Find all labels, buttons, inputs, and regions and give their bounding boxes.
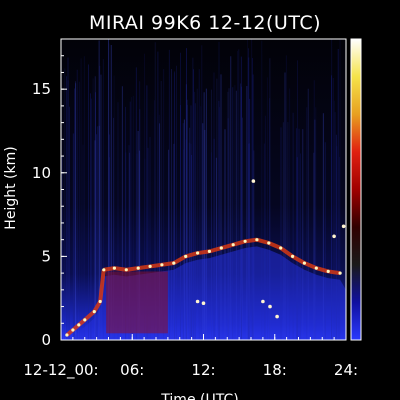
cloud-point [83,318,87,322]
cloud-segment [256,237,270,245]
cloud-segment [303,261,318,270]
x-tick-label: 24: [334,361,358,379]
cloud-segment [83,310,96,322]
cloud-point [231,243,235,247]
x-tick-label: 06: [120,361,144,379]
cloud-point [302,261,306,265]
colorbar-scale [350,38,362,341]
cloud-point [160,263,164,267]
cloud-base-layer [65,237,342,337]
cloud-segment [197,249,210,256]
y-tick-label: 10 [32,164,51,182]
cloud-segment [232,239,246,247]
colorbar [350,38,362,341]
cloud-point [184,254,188,258]
cloud-point [314,266,318,270]
plot-area [61,39,346,340]
cloud-segment [149,262,163,269]
cloud-segment [327,269,341,276]
cloud-point [207,249,211,253]
cloud-segment [98,269,106,302]
cloud-point [65,333,69,337]
return-point [332,234,336,239]
cloud-segment [185,251,199,259]
cloud-point [326,269,330,273]
cloud-segment [172,254,187,265]
cloud-point [148,264,152,268]
y-tick-label: 0 [41,331,51,349]
return-point [268,304,272,309]
return-point [195,299,200,304]
cloud-segment [126,266,139,272]
cloud-segment [279,246,294,259]
cloud-point [279,246,283,250]
cloud-point [255,238,259,242]
cloud-point [112,266,116,270]
cloud-point [136,266,140,270]
y-axis-title: Height (km) [3,146,19,229]
cloud-segment [244,237,258,244]
cloud-segment [103,266,115,272]
cloud-point [124,268,128,272]
cloud-point [77,323,81,327]
cloud-segment [114,266,127,272]
cloud-segment [268,241,282,250]
return-point [341,224,346,229]
cloud-point [196,251,200,255]
return-point [251,179,256,183]
cloud-segment [92,300,102,313]
cloud-segment [161,261,175,267]
attenuation-band [106,271,168,334]
cloud-segment [208,246,222,254]
cloud-segment [315,266,329,274]
return-point [275,314,279,319]
x-tick-label: 12-12_00: [23,361,98,380]
cloud-segment [291,254,306,265]
cloud-point [172,261,176,265]
cloud-segment [137,264,151,271]
axes: 0 5 10 15 12-12_00: 06: 12: 18: 24: [23,38,358,380]
y-tick-label: 15 [32,80,51,98]
x-tick-label: 18: [263,361,287,379]
chart-title: MIRAI 99K6 12-12(UTC) [89,12,321,34]
cloud-point [219,246,223,250]
cloud-point [92,310,96,314]
cloud-point [243,239,247,243]
x-axis-title: Time (UTC) [160,392,238,400]
return-point [261,299,265,304]
cloud-point [267,241,271,245]
cloud-point [338,271,342,275]
cloud-segment [220,242,234,250]
cloud-point [291,254,295,258]
x-tick-label: 12: [191,361,215,379]
return-point [201,301,206,306]
cloud-point [71,328,75,332]
cloud-point [98,299,102,304]
cloud-point [102,268,106,272]
y-tick-label: 5 [41,247,51,265]
